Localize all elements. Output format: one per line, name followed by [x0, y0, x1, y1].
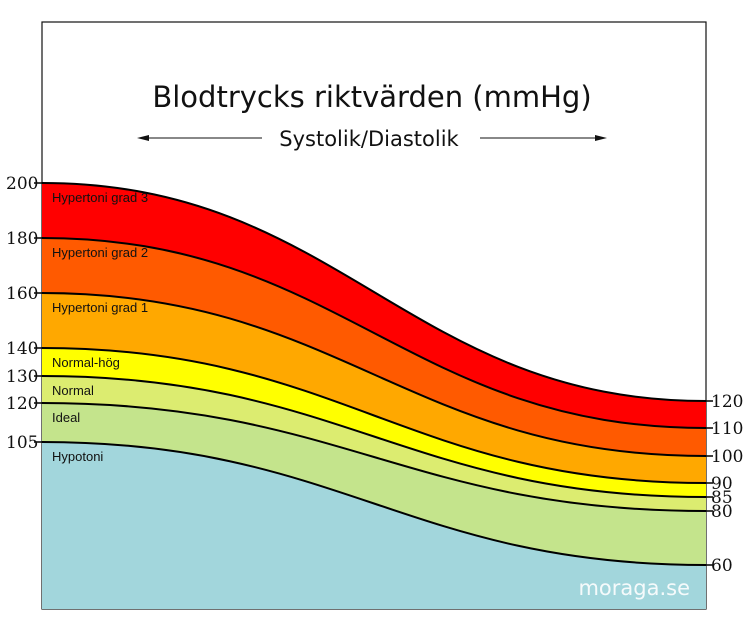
boundary-curve-normal-h-g: [41, 347, 707, 484]
band-label-hypertoni-grad-1: Hypertoni grad 1: [52, 300, 148, 315]
right-tick-label-110: 110: [711, 419, 743, 439]
band-normal: [42, 376, 706, 511]
boundary-curve-normal: [41, 375, 707, 498]
curves-layer: [41, 182, 707, 566]
band-label-normal-h-g: Normal-hög: [52, 355, 120, 370]
right-tick-label-80: 80: [711, 502, 733, 522]
boundary-curve-hypertoni-grad-1: [41, 292, 707, 457]
boundary-curve-hypertoni-grad-3: [41, 182, 707, 402]
bands-layer: [42, 183, 706, 609]
labels-layer: Hypertoni grad 3 Hypertoni grad 2 Hyperton…: [52, 190, 148, 464]
band-hypertoni-grad-2: [42, 238, 706, 456]
right-tick-label-60: 60: [711, 556, 733, 576]
chart-subtitle: Systolik/Diastolik: [279, 127, 459, 151]
subtitle-arrows: [137, 135, 607, 141]
band-label-hypertoni-grad-3: Hypertoni grad 3: [52, 190, 148, 205]
left-tick-label-140: 140: [6, 339, 38, 359]
left-tick-label-105: 105: [6, 433, 38, 453]
band-hypotoni: [42, 442, 706, 609]
left-tick-label-180: 180: [6, 229, 38, 249]
left-arrow-head: [137, 135, 149, 141]
band-normal-h-g: [42, 348, 706, 497]
right-tick-label-120: 120: [711, 392, 743, 412]
left-tick-label-120: 120: [6, 394, 38, 414]
band-label-hypotoni: Hypotoni: [52, 449, 103, 464]
right-arrow-head: [595, 135, 607, 141]
band-label-ideal: Ideal: [52, 410, 80, 425]
boundary-curve-hypotoni: [41, 441, 707, 566]
band-hypertoni-grad-1: [42, 293, 706, 483]
chart-title: Blodtrycks riktvärden (mmHg): [152, 80, 591, 114]
band-ideal: [42, 403, 706, 565]
right-tick-label-100: 100: [711, 447, 743, 467]
left-tick-label-200: 200: [6, 174, 38, 194]
band-hypertoni-grad-3: [42, 183, 706, 428]
right-tick-label-85: 85: [711, 488, 733, 508]
band-label-hypertoni-grad-2: Hypertoni grad 2: [52, 245, 148, 260]
boundary-curve-hypertoni-grad-2: [41, 237, 707, 429]
left-tick-label-160: 160: [6, 284, 38, 304]
boundary-curve-ideal: [41, 402, 707, 512]
right-tick-label-90: 90: [711, 474, 733, 494]
band-label-normal: Normal: [52, 383, 94, 398]
left-tick-label-130: 130: [6, 367, 38, 387]
watermark: moraga.se: [578, 576, 690, 600]
